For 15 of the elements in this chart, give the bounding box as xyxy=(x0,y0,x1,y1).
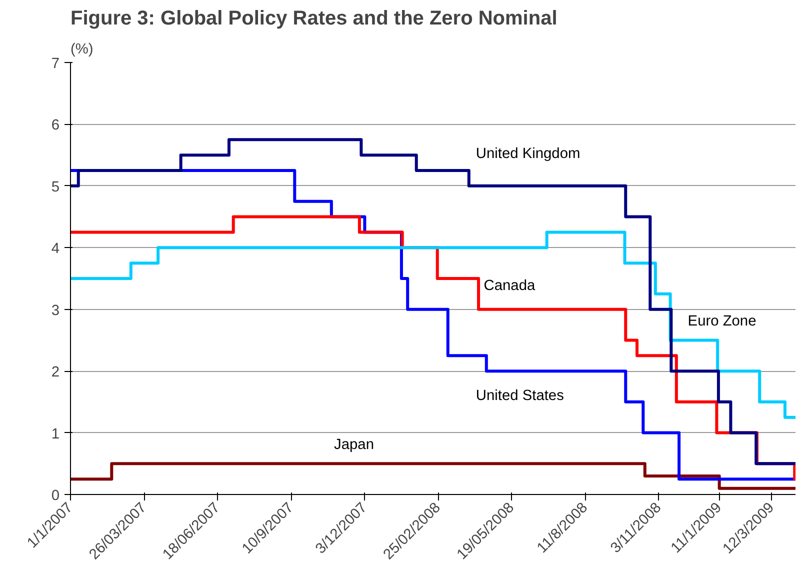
series-label: Euro Zone xyxy=(688,314,756,330)
chart-title: Figure 3: Global Policy Rates and the Zero Nominal xyxy=(70,8,558,30)
y-tick-label: 2 xyxy=(51,364,60,381)
series-label: United States xyxy=(476,388,564,404)
y-tick-label: 5 xyxy=(51,179,60,196)
y-tick-label: 7 xyxy=(51,56,60,72)
series-label: Japan xyxy=(334,437,374,454)
y-tick-label: 3 xyxy=(51,302,60,319)
series-label: United Kingdom xyxy=(476,146,580,162)
series-label: Canada xyxy=(484,278,536,294)
y-axis-title: (%) xyxy=(70,42,94,58)
y-tick-label: 0 xyxy=(51,488,60,504)
y-tick-label: 1 xyxy=(51,426,60,442)
y-tick-label: 6 xyxy=(51,118,60,134)
y-tick-label: 4 xyxy=(51,241,60,258)
